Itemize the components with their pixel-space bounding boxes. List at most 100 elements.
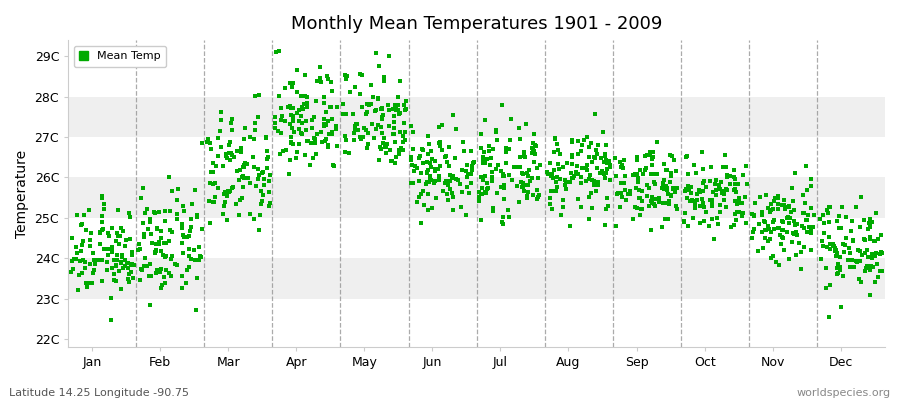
Point bbox=[643, 148, 657, 155]
Point bbox=[804, 176, 818, 182]
Point bbox=[547, 136, 562, 142]
Point bbox=[108, 262, 122, 268]
Point bbox=[144, 230, 158, 237]
Point bbox=[260, 165, 274, 171]
Point bbox=[495, 219, 509, 225]
Point bbox=[728, 186, 742, 192]
Point bbox=[251, 165, 266, 172]
Text: Latitude 14.25 Longitude -90.75: Latitude 14.25 Longitude -90.75 bbox=[9, 388, 189, 398]
Point bbox=[368, 108, 382, 114]
Point bbox=[361, 140, 375, 147]
Point bbox=[517, 153, 531, 159]
Point bbox=[292, 107, 306, 114]
Point bbox=[590, 178, 605, 185]
Point bbox=[257, 176, 272, 182]
Point bbox=[822, 219, 836, 226]
Point bbox=[732, 208, 746, 215]
Point bbox=[614, 164, 628, 170]
Point bbox=[431, 140, 446, 146]
Point bbox=[380, 141, 394, 148]
Point bbox=[477, 149, 491, 156]
Point bbox=[300, 138, 314, 144]
Point bbox=[817, 230, 832, 236]
Point bbox=[410, 199, 424, 206]
Point bbox=[457, 148, 472, 155]
Point bbox=[399, 98, 413, 104]
Point bbox=[192, 257, 206, 264]
Point bbox=[148, 249, 162, 255]
Point bbox=[307, 135, 321, 141]
Point bbox=[485, 178, 500, 184]
Point bbox=[460, 174, 474, 180]
Point bbox=[446, 112, 460, 118]
Point bbox=[175, 220, 189, 227]
Point bbox=[175, 224, 189, 231]
Point bbox=[652, 199, 667, 205]
Point bbox=[845, 218, 859, 224]
Point bbox=[248, 216, 262, 222]
Point bbox=[310, 78, 324, 85]
Point bbox=[289, 154, 303, 161]
Point bbox=[446, 206, 460, 213]
Point bbox=[680, 182, 695, 189]
Point bbox=[252, 227, 266, 233]
Point bbox=[116, 228, 130, 234]
Point bbox=[406, 146, 420, 152]
Point bbox=[647, 171, 662, 177]
Point bbox=[104, 246, 118, 252]
Point bbox=[460, 162, 474, 168]
Point bbox=[565, 175, 580, 182]
Point bbox=[152, 239, 166, 245]
Point bbox=[438, 154, 453, 161]
Point bbox=[608, 155, 622, 161]
Point bbox=[464, 148, 479, 154]
Point bbox=[314, 139, 328, 145]
Point bbox=[516, 184, 530, 190]
Point bbox=[317, 120, 331, 127]
Bar bbox=[68, 298, 885, 339]
Point bbox=[570, 163, 584, 169]
Point bbox=[262, 203, 276, 210]
Point bbox=[553, 151, 567, 157]
Point bbox=[730, 201, 744, 208]
Point bbox=[634, 195, 648, 201]
Point bbox=[525, 145, 539, 152]
Point bbox=[724, 224, 738, 230]
Point bbox=[516, 180, 530, 186]
Point bbox=[696, 166, 710, 172]
Point bbox=[115, 254, 130, 260]
Point bbox=[85, 279, 99, 286]
Point bbox=[263, 171, 277, 178]
Point bbox=[138, 254, 152, 261]
Point bbox=[770, 195, 785, 202]
Point bbox=[863, 216, 878, 222]
Point bbox=[617, 173, 632, 179]
Point bbox=[766, 219, 780, 225]
Point bbox=[797, 200, 812, 206]
Point bbox=[494, 168, 508, 174]
Point bbox=[480, 185, 494, 192]
Point bbox=[816, 212, 831, 218]
Point bbox=[666, 185, 680, 192]
Point bbox=[852, 248, 867, 254]
Point bbox=[77, 265, 92, 271]
Text: worldspecies.org: worldspecies.org bbox=[796, 388, 891, 398]
Point bbox=[267, 114, 282, 120]
Point bbox=[823, 282, 837, 288]
Point bbox=[278, 85, 293, 92]
Point bbox=[105, 248, 120, 254]
Point bbox=[446, 173, 460, 179]
Point bbox=[598, 170, 612, 177]
Point bbox=[422, 179, 436, 186]
Point bbox=[70, 212, 85, 218]
Point bbox=[729, 217, 743, 223]
Point bbox=[348, 122, 363, 129]
Point bbox=[423, 177, 437, 184]
Point bbox=[638, 153, 652, 159]
Point bbox=[873, 268, 887, 274]
Point bbox=[297, 101, 311, 108]
Point bbox=[732, 194, 746, 201]
Point bbox=[175, 273, 189, 280]
Point bbox=[241, 175, 256, 182]
Point bbox=[329, 143, 344, 150]
